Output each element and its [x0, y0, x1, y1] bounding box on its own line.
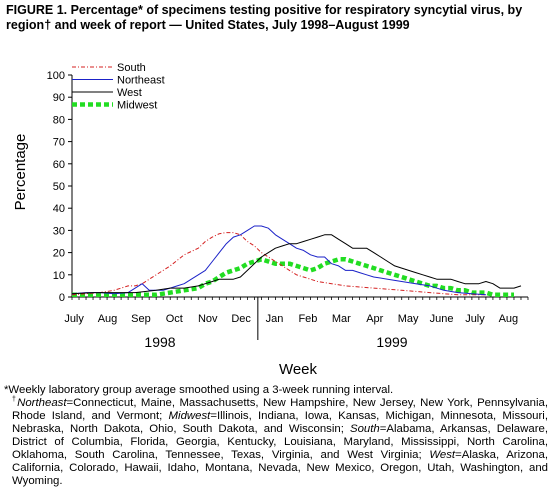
x-month-label: July [64, 313, 84, 325]
y-axis-label: Percentage [12, 134, 29, 211]
y-tick-label: 10 [53, 270, 65, 282]
x-month-label: Dec [231, 313, 251, 325]
dagger-mark: † [12, 396, 18, 404]
y-tick-label: 20 [53, 248, 65, 260]
footnote-regions: †Northeast=Connecticut, Maine, Massachus… [4, 396, 548, 488]
y-tick-label: 100 [47, 70, 65, 82]
y-tick-label: 0 [59, 292, 65, 304]
y-tick-label: 70 [53, 137, 65, 149]
chart-axes: 0 10 20 30 40 50 60 70 80 90 100 July Aug Sep Oct Nov De… [47, 70, 529, 350]
x-month-label: Sep [131, 313, 151, 325]
x-axis-label: Week [279, 361, 318, 378]
x-month-label: Oct [166, 313, 183, 325]
legend-label-west: West [117, 87, 142, 99]
footnote-midwest-text: =Illinois, Indiana, Iowa, Kansas, Michig… [12, 410, 548, 435]
y-tick-label: 50 [53, 181, 65, 193]
x-month-label: Jan [266, 313, 284, 325]
x-month-label: Aug [98, 313, 118, 325]
figure-title: FIGURE 1. Percentage* of specimens testi… [6, 3, 523, 32]
y-tick-label: 40 [53, 203, 65, 215]
chart-series [71, 225, 522, 298]
x-month-label: May [398, 313, 419, 325]
x-month-label: Feb [298, 313, 317, 325]
footnote-west-label: West [429, 449, 456, 461]
legend-label-south: South [117, 62, 146, 74]
footnote-northeast-label: Northeast [17, 397, 67, 409]
year-label-1999: 1999 [376, 334, 407, 350]
y-tick-label: 90 [53, 92, 65, 104]
footnote-south-text: =Alabama, Arkansas, Delaware, District o… [12, 423, 548, 461]
y-tick-label: 30 [53, 225, 65, 237]
series-line-west [71, 234, 522, 295]
footnote-asterisk: *Weekly laboratory group average smoothe… [4, 384, 394, 396]
x-month-label: Nov [198, 313, 218, 325]
x-month-label: Apr [366, 313, 383, 325]
year-label-1998: 1998 [144, 334, 175, 350]
x-month-label: June [430, 313, 454, 325]
series-line-south [71, 232, 486, 296]
footnote-west-text: =Alaska, Arizona, California, Colorado, … [12, 449, 548, 487]
footnotes: *Weekly laboratory group average smoothe… [4, 384, 548, 488]
series-line-northeast [71, 225, 486, 296]
legend-label-northeast: Northeast [117, 75, 165, 87]
x-month-label: Aug [499, 313, 519, 325]
footnote-midwest-label: Midwest [168, 410, 211, 422]
footnote-south-label: South [349, 423, 380, 435]
series-line-midwest [72, 257, 514, 298]
line-chart: 0 10 20 30 40 50 60 70 80 90 100 July Aug Sep Oct Nov De… [12, 62, 529, 378]
x-month-label: Mar [332, 313, 351, 325]
footnote-northeast-text: =Connecticut, Maine, Massachusetts, New … [12, 397, 548, 422]
y-tick-label: 80 [53, 114, 65, 126]
x-month-label: July [465, 313, 485, 325]
legend-label-midwest: Midwest [117, 100, 157, 112]
y-tick-label: 60 [53, 159, 65, 171]
